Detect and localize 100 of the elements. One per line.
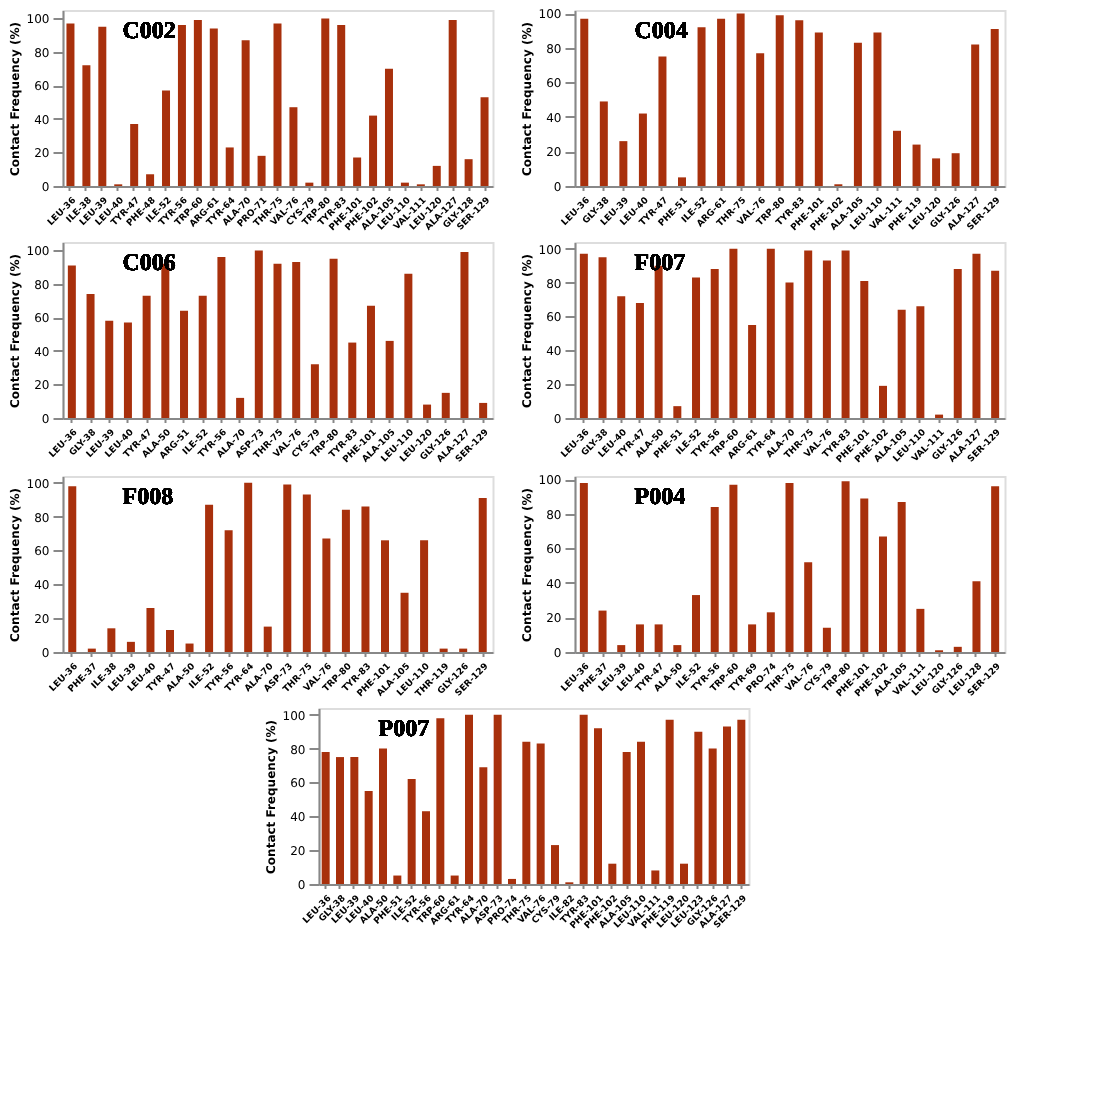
bar: [460, 252, 469, 418]
bar: [635, 302, 644, 418]
bar: [198, 295, 207, 418]
bar: [441, 392, 450, 418]
bar: [804, 562, 813, 652]
bar: [465, 714, 473, 884]
bar: [420, 540, 429, 652]
bar: [337, 25, 346, 186]
chart-title: C006: [122, 248, 176, 276]
bar: [162, 90, 171, 186]
bar: [177, 25, 186, 186]
bar: [193, 20, 202, 186]
bar: [479, 402, 488, 418]
bar: [599, 101, 608, 186]
bar: [991, 486, 1000, 652]
bar: [619, 141, 628, 186]
bar: [292, 262, 301, 418]
bar: [310, 364, 319, 418]
bar: [450, 875, 459, 884]
chart-title: F007: [634, 248, 686, 276]
bar: [257, 155, 266, 186]
bar: [916, 608, 925, 652]
bar: [130, 123, 139, 186]
chart-title: C004: [634, 16, 688, 44]
bar: [617, 645, 626, 652]
bar: [98, 26, 107, 186]
bar: [283, 484, 292, 652]
bar: [991, 270, 1000, 418]
bar: [723, 726, 731, 884]
bar: [748, 624, 757, 652]
bar: [673, 406, 682, 418]
bar: [348, 342, 357, 418]
bar: [404, 273, 413, 418]
bar: [224, 530, 233, 652]
bar: [180, 310, 189, 418]
bar: [393, 875, 402, 884]
bar: [254, 250, 263, 418]
bar: [785, 482, 794, 652]
bar: [432, 165, 441, 186]
bar: [422, 811, 430, 884]
bar: [273, 263, 282, 418]
bar: [822, 627, 831, 652]
bar: [579, 714, 588, 884]
bar: [366, 305, 375, 418]
bar: [651, 870, 660, 884]
bar: [710, 507, 719, 652]
bar: [897, 309, 906, 418]
bar: [126, 641, 135, 652]
bar: [205, 504, 214, 652]
bar: [692, 277, 701, 418]
bar: [893, 130, 901, 186]
bar: [263, 626, 272, 652]
bar: [336, 757, 344, 884]
bar: [580, 18, 589, 186]
bar: [692, 595, 701, 652]
bar: [185, 643, 194, 652]
bar: [579, 482, 588, 652]
bar: [209, 28, 218, 186]
bar: [897, 501, 906, 652]
bar: [479, 767, 488, 884]
chart-title: C002: [122, 16, 176, 44]
bar: [448, 20, 457, 186]
bar: [350, 757, 359, 884]
bar: [853, 42, 862, 186]
bar: [146, 174, 155, 186]
bar: [766, 612, 775, 652]
bar: [665, 719, 674, 884]
bar: [302, 494, 311, 652]
bar: [697, 27, 706, 186]
bar: [361, 506, 370, 652]
bar: [400, 592, 409, 652]
bar: [66, 23, 75, 186]
bar: [105, 320, 114, 418]
bar: [478, 498, 487, 652]
bar: [916, 306, 925, 418]
bar: [608, 863, 617, 884]
chart-title: P004: [634, 482, 686, 510]
bar: [464, 159, 473, 186]
bar: [142, 295, 151, 418]
bar: [107, 628, 116, 652]
bar: [878, 385, 887, 418]
bar: [756, 53, 765, 186]
bar: [551, 845, 559, 884]
bar: [67, 265, 76, 418]
bar: [68, 486, 77, 652]
bar: [241, 40, 250, 186]
bar: [329, 258, 338, 418]
bar: [766, 248, 775, 418]
bar: [236, 397, 245, 418]
chart-title: P007: [378, 714, 430, 742]
bar: [322, 538, 331, 652]
bar: [822, 260, 831, 418]
bar: [321, 18, 330, 186]
bar: [321, 752, 330, 884]
bar: [289, 107, 298, 186]
bar: [953, 269, 962, 418]
bar: [748, 324, 757, 418]
bar: [972, 581, 981, 652]
bar: [729, 248, 738, 418]
bar: [436, 718, 445, 884]
